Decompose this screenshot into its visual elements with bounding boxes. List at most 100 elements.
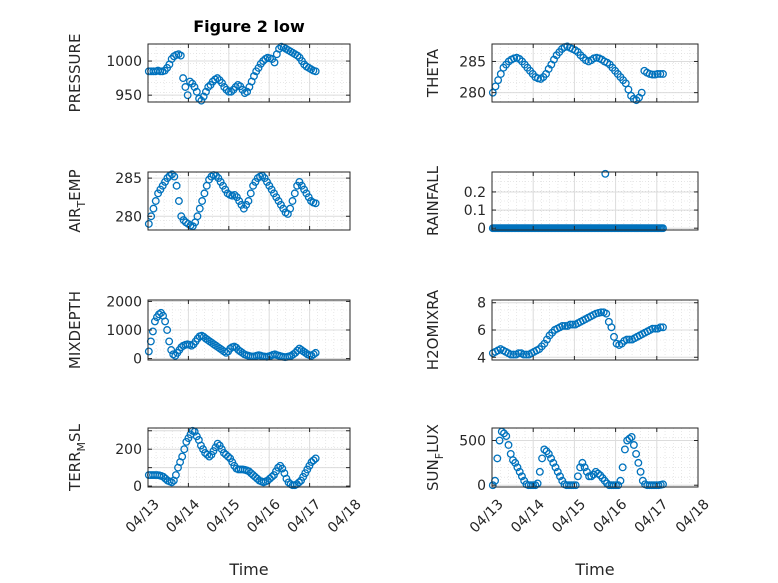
data-point: [187, 341, 196, 350]
data-point: [274, 463, 283, 472]
data-point: [156, 67, 165, 76]
data-point: [494, 76, 503, 85]
data-point: [212, 171, 220, 180]
y-tick-label: 0.2: [464, 185, 486, 201]
data-point: [190, 83, 199, 91]
data-point: [288, 197, 297, 205]
data-point: [181, 83, 190, 91]
data-point: [295, 478, 303, 487]
data-point: [625, 434, 634, 443]
x-tick-label: 04/14: [163, 496, 203, 536]
data-point: [270, 58, 279, 67]
y-tick-label: 285: [459, 54, 486, 70]
x-tick-label: 04/17: [632, 496, 672, 536]
data-point: [561, 321, 569, 330]
data-point: [174, 197, 183, 205]
y-axis-label: AIRTEMP: [66, 169, 88, 232]
data-point: [149, 204, 158, 213]
data-point: [200, 189, 209, 198]
y-tick-label: 4: [477, 350, 486, 366]
data-point: [656, 69, 665, 78]
data-point: [515, 467, 524, 476]
data-point: [172, 181, 181, 190]
data-point: [168, 170, 176, 179]
data-point: [587, 472, 596, 481]
data-point: [659, 323, 667, 332]
data-point: [636, 467, 645, 476]
data-point: [576, 463, 585, 472]
y-tick-label: 280: [115, 209, 142, 225]
axes-box: [147, 427, 351, 488]
data-point: [213, 74, 222, 83]
data-point: [493, 454, 502, 463]
data-point: [653, 69, 662, 78]
data-point: [179, 216, 188, 225]
data-point: [192, 87, 201, 96]
y-axis-label: SUNFLUX: [424, 424, 446, 491]
data-point: [544, 449, 553, 458]
data-point: [309, 350, 318, 359]
data-point: [509, 350, 518, 359]
data-point: [614, 481, 623, 490]
x-axis-label: Time: [228, 560, 268, 579]
data-point: [185, 77, 194, 86]
data-point: [199, 92, 208, 101]
data-point: [146, 337, 155, 346]
data-point: [254, 63, 263, 72]
subplot-7: 0 500 04/13 04/14 04/15 04/16 04/17 04/18 Time SU…: [424, 424, 713, 579]
subplot-4: 0 1000 2000 MIXDEPTH: [66, 291, 351, 369]
data-point: [290, 189, 299, 198]
data-point: [238, 348, 247, 357]
data-point: [637, 88, 646, 97]
x-tick-label: 04/16: [244, 496, 284, 536]
data-point: [220, 347, 229, 356]
data-point: [578, 458, 587, 467]
data-point: [594, 469, 602, 478]
data-point: [246, 189, 255, 198]
data-point: [568, 320, 577, 329]
y-tick-label: 8: [477, 296, 486, 312]
data-point: [205, 452, 214, 461]
y-tick-label: 6: [477, 323, 486, 339]
y-tick-label: 0: [133, 352, 142, 368]
subplot-grid: 950 1000 PRESSURE 280 285 THETA 280 285 AIRTEMP 0…: [66, 34, 713, 579]
axes-box: [147, 171, 351, 231]
y-tick-label: 200: [115, 442, 142, 458]
data-point: [243, 87, 252, 96]
data-point: [620, 445, 629, 454]
data-point: [580, 463, 589, 472]
data-point: [622, 335, 631, 344]
axes-box: [147, 43, 351, 103]
y-tick-label: 0.1: [464, 203, 486, 219]
subplot-5: 4 6 8 H2OMIXRA: [424, 289, 699, 370]
data-point: [632, 449, 641, 458]
data-point: [267, 472, 276, 481]
data-point: [311, 67, 320, 76]
data-point: [506, 449, 515, 458]
data-point: [625, 335, 634, 344]
data-point: [309, 456, 318, 465]
data-point: [540, 445, 549, 454]
data-point: [618, 463, 627, 472]
data-point: [648, 70, 657, 79]
data-point: [179, 74, 188, 83]
data-point: [569, 481, 578, 490]
data-point: [178, 452, 187, 461]
x-axis-label: Time: [574, 560, 614, 579]
data-point: [286, 204, 295, 213]
y-tick-label: 0: [477, 478, 486, 494]
data-point: [203, 450, 212, 459]
x-tick-label: 04/13: [123, 496, 163, 536]
y-axis-label: H2OMIXRA: [424, 289, 442, 370]
data-point: [163, 326, 172, 334]
x-tick-label: 04/15: [549, 496, 589, 536]
data-point: [629, 441, 638, 449]
data-point: [193, 212, 202, 221]
x-tick-label: 04/14: [508, 496, 548, 536]
data-point: [538, 454, 547, 463]
data-point: [230, 190, 239, 199]
data-point: [607, 323, 616, 332]
data-point: [558, 321, 567, 330]
data-point: [514, 349, 523, 358]
data-point: [519, 350, 528, 359]
